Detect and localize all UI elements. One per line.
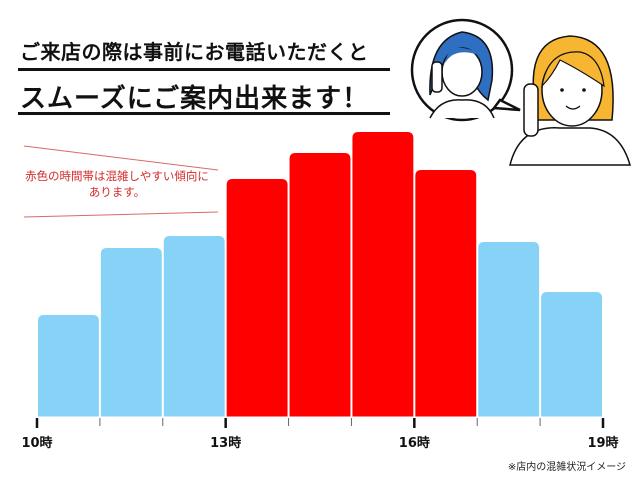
annotation-line1: 赤色の時間帯は混雑しやすい傾向に bbox=[25, 169, 209, 183]
bar-13-14時 bbox=[226, 179, 288, 417]
bar-12-13時 bbox=[163, 236, 225, 417]
annotation-line-bottom bbox=[23, 211, 219, 218]
tick-label: 13時 bbox=[210, 435, 241, 451]
headline-line1: ご来店の際は事前にお電話いただくと bbox=[20, 40, 369, 64]
tick-label: 16時 bbox=[399, 435, 430, 451]
bar-10-11時 bbox=[38, 315, 99, 417]
busy-annotation: 赤色の時間帯は混雑しやすい傾向に あります。 bbox=[14, 168, 220, 200]
two-women-on-phone-illustration bbox=[410, 18, 631, 166]
bar-15-16時 bbox=[352, 132, 414, 417]
bar-18-19時 bbox=[541, 292, 602, 417]
tick-label: 19時 bbox=[587, 435, 618, 451]
divider bbox=[18, 68, 390, 71]
annotation-line-top bbox=[23, 145, 219, 171]
bar-14-15時 bbox=[289, 153, 351, 417]
bar-11-12時 bbox=[100, 248, 162, 417]
bar-16-17時 bbox=[415, 170, 477, 417]
bar-17-18時 bbox=[478, 242, 540, 417]
annotation-line2: あります。 bbox=[88, 185, 146, 199]
tick-label: 10時 bbox=[21, 435, 52, 451]
divider bbox=[18, 112, 390, 115]
headline-line2: スムーズにご案内出来ます！ bbox=[20, 84, 370, 114]
footnote: ※店内の混雑状況イメージ bbox=[507, 462, 626, 473]
